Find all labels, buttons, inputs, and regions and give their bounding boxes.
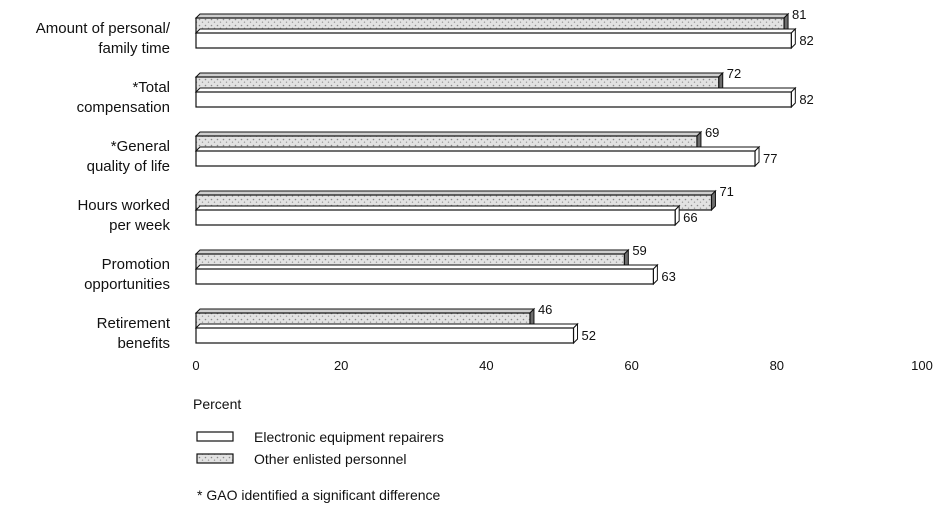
footnote: * GAO identified a significant differenc… bbox=[197, 487, 441, 503]
data-label-other-enlisted: 71 bbox=[719, 184, 733, 199]
data-label-other-enlisted: 69 bbox=[705, 125, 719, 140]
data-label-other-enlisted: 46 bbox=[538, 302, 552, 317]
bar-electronic-repairers bbox=[194, 263, 659, 286]
category-label: Amount of personal/family time bbox=[36, 20, 171, 57]
category-label: Retirement benefits bbox=[97, 315, 171, 352]
category-label: Hours worked per week bbox=[77, 197, 170, 234]
x-tick-label: 80 bbox=[770, 358, 784, 373]
legend-swatch bbox=[196, 453, 234, 464]
x-tick-label: 20 bbox=[334, 358, 348, 373]
category-label: *Total compensation bbox=[77, 79, 170, 116]
bar-electronic-repairers bbox=[194, 204, 681, 227]
data-label-electronic-repairers: 82 bbox=[799, 33, 813, 48]
data-label-electronic-repairers: 52 bbox=[582, 328, 596, 343]
x-tick-label: 0 bbox=[192, 358, 199, 373]
data-label-electronic-repairers: 63 bbox=[661, 269, 675, 284]
labels-layer: 81 82 Amount of personal/family time 72 82 *T… bbox=[36, 7, 814, 352]
legend: Electronic equipment repairers Other enli… bbox=[196, 429, 444, 467]
category-label: *General quality of life bbox=[87, 138, 170, 175]
data-label-other-enlisted: 81 bbox=[792, 7, 806, 22]
bars-layer bbox=[194, 12, 797, 345]
x-tick-label: 100 bbox=[911, 358, 933, 373]
data-label-electronic-repairers: 77 bbox=[763, 151, 777, 166]
category-label: Promotion opportunities bbox=[84, 256, 170, 293]
bar-electronic-repairers bbox=[194, 145, 761, 168]
data-label-electronic-repairers: 82 bbox=[799, 92, 813, 107]
x-tick-label: 60 bbox=[624, 358, 638, 373]
legend-swatch bbox=[196, 431, 234, 442]
data-label-other-enlisted: 59 bbox=[632, 243, 646, 258]
bar-electronic-repairers bbox=[194, 27, 797, 50]
legend-label: Electronic equipment repairers bbox=[254, 429, 444, 445]
x-axis-title: Percent bbox=[193, 396, 241, 412]
legend-label: Other enlisted personnel bbox=[254, 451, 407, 467]
x-tick-label: 40 bbox=[479, 358, 493, 373]
data-label-electronic-repairers: 66 bbox=[683, 210, 697, 225]
bar-electronic-repairers bbox=[194, 86, 797, 109]
x-axis: 0 20 40 60 80 100 bbox=[192, 358, 932, 373]
bar-electronic-repairers bbox=[194, 322, 579, 345]
data-label-other-enlisted: 72 bbox=[727, 66, 741, 81]
